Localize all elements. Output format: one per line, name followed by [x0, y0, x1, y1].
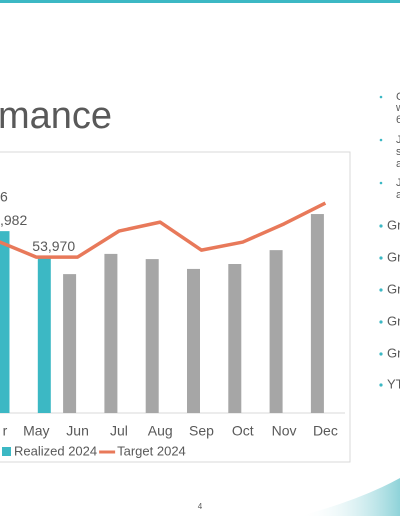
bar	[0, 231, 10, 413]
side-item-text: Gr	[387, 313, 400, 328]
data-label: 53,970	[32, 238, 75, 254]
page-number: 4	[198, 502, 203, 511]
bullet	[379, 256, 383, 260]
bar	[269, 250, 283, 413]
chart-frame	[0, 151, 351, 463]
bullet	[379, 352, 383, 356]
side-note-text: C	[396, 91, 400, 103]
legend-label: Realized 2024	[14, 443, 97, 458]
data-label: 6	[0, 189, 8, 205]
bar	[63, 274, 77, 413]
bullet	[379, 320, 383, 324]
x-tick-label: Jun	[66, 423, 89, 439]
bar	[104, 253, 118, 413]
x-tick-label: Jul	[110, 423, 128, 439]
x-tick-label: Sep	[189, 423, 214, 439]
bar	[145, 259, 159, 413]
side-note-text: J	[396, 134, 400, 146]
side-note-text: a	[396, 189, 400, 201]
bar	[228, 264, 242, 413]
x-tick-label: Dec	[313, 423, 338, 439]
side-item-text: YT	[387, 376, 400, 391]
bullet	[379, 95, 383, 99]
side-note-text: w	[395, 102, 400, 114]
legend-swatch	[2, 447, 11, 456]
bullet	[379, 383, 383, 387]
bar	[37, 257, 51, 413]
side-item-text: Gr	[387, 345, 400, 360]
side-item-text: Gr	[387, 281, 400, 296]
slide-title: mance	[0, 95, 112, 137]
bullet	[379, 288, 383, 292]
side-note-text: s	[396, 146, 400, 158]
side-item-text: Gr	[387, 249, 400, 264]
x-tick-label: Aug	[148, 423, 173, 439]
x-tick-label: Nov	[272, 423, 297, 439]
legend-label: Target 2024	[117, 443, 186, 458]
bullet	[379, 181, 383, 185]
x-tick-label: May	[23, 423, 49, 439]
bar	[187, 268, 200, 413]
side-note-text: a	[396, 158, 400, 170]
data-label: ,982	[0, 212, 27, 228]
side-note-text: 6	[396, 114, 400, 126]
corner-swoosh	[300, 478, 400, 516]
bullet	[379, 138, 383, 142]
target-line	[0, 201, 327, 259]
top-rule	[0, 0, 400, 3]
side-note-text: J	[396, 177, 400, 189]
side-item-text: Gr	[387, 217, 400, 232]
x-tick-label: r	[3, 423, 8, 439]
x-tick-label: Oct	[232, 423, 254, 439]
bullet	[379, 224, 383, 228]
bar	[310, 214, 324, 413]
